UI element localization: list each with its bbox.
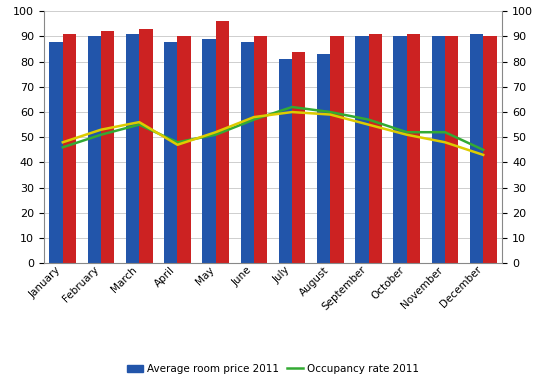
Bar [407, 34, 420, 263]
Bar [254, 36, 268, 263]
Bar [63, 34, 76, 263]
Bar [126, 34, 139, 263]
Bar [292, 52, 306, 263]
Bar [87, 36, 101, 263]
Bar [317, 54, 330, 263]
Bar [431, 36, 445, 263]
Bar [470, 34, 483, 263]
Bar [355, 36, 369, 263]
Bar [278, 59, 292, 263]
Bar [164, 41, 177, 263]
Bar [101, 32, 114, 263]
Bar [216, 21, 229, 263]
Legend: Average room price 2011, Average room price 2012, Occupancy rate 2011, Occupancy: Average room price 2011, Average room pr… [127, 364, 419, 376]
Bar [139, 29, 152, 263]
Bar [330, 36, 344, 263]
Bar [177, 36, 191, 263]
Bar [445, 36, 459, 263]
Bar [49, 41, 63, 263]
Bar [240, 41, 254, 263]
Bar [369, 34, 382, 263]
Bar [393, 36, 407, 263]
Bar [202, 39, 216, 263]
Bar [483, 36, 497, 263]
